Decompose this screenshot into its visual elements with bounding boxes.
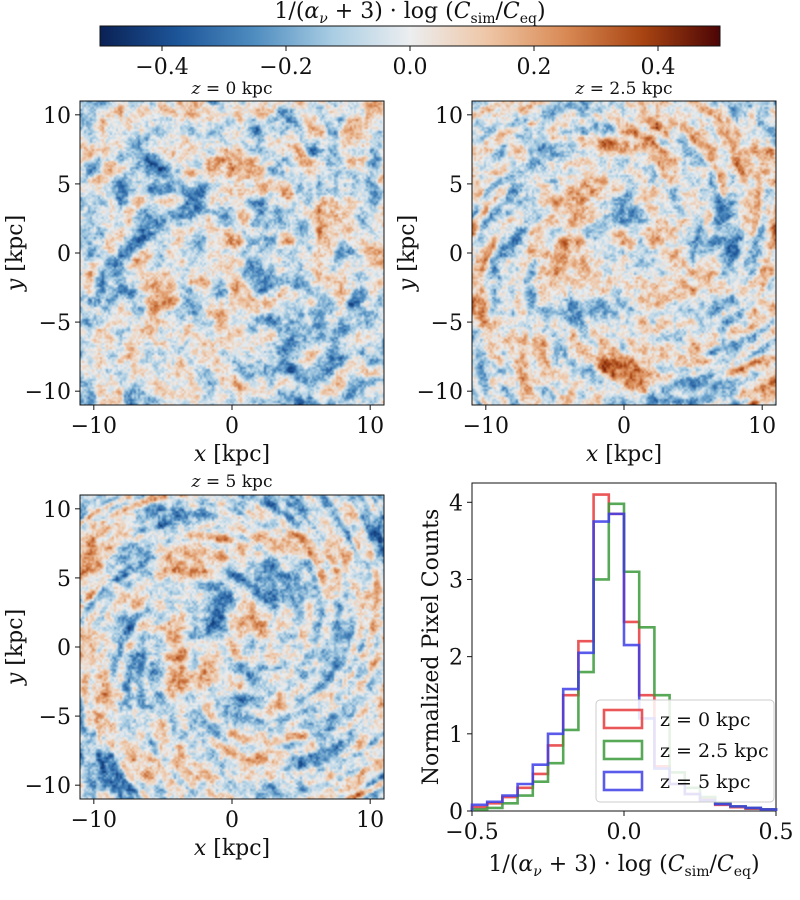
panel-z0: z = 0 kpc −10 0 10 10 5 0 −5 −10 x [kpc] y [kpc] — [3, 79, 385, 467]
panel-title: z = 5 kpc — [191, 472, 273, 492]
y-tick-label: −5 — [39, 705, 71, 730]
y-tick-label: −5 — [431, 311, 463, 336]
panel-z2-5: z = 2.5 kpc −10 0 10 10 5 0 −5 −10 x [kpc] y [kpc… — [395, 79, 777, 467]
y-tick-label: 10 — [435, 104, 463, 129]
x-axis-label: x [kpc] — [194, 442, 270, 467]
histogram-series — [470, 512, 778, 811]
y-tick-label: 2 — [449, 646, 463, 671]
legend-label: z = 2.5 kpc — [660, 740, 769, 762]
colorbar-label: 1/(αν + 3) · log (Csim/Ceq) — [274, 0, 545, 27]
histogram-xlabel: 1/(αν + 3) · log (Csim/Ceq) — [488, 852, 759, 880]
y-tick-label: −10 — [25, 380, 71, 405]
y-tick-label: 0 — [449, 242, 463, 267]
y-tick-label: 3 — [449, 568, 463, 593]
legend: z = 0 kpc z = 2.5 kpc z = 5 kpc — [595, 699, 775, 803]
y-tick-label: −10 — [417, 380, 463, 405]
panel-title: z = 0 kpc — [191, 79, 273, 99]
x-tick-label: 10 — [356, 414, 384, 439]
y-axis-label: y [kpc] — [3, 609, 28, 686]
y-tick-label: 10 — [43, 498, 71, 523]
colorbar-tick-label: 0.0 — [393, 55, 428, 80]
colorbar-tick-label: 0.4 — [641, 55, 676, 80]
y-tick-label: 0 — [57, 242, 71, 267]
x-tick-label: −10 — [463, 414, 509, 439]
heatmap-image — [80, 495, 384, 799]
x-tick-label: −10 — [71, 808, 117, 833]
panel-z5: z = 5 kpc −10 0 10 10 5 0 −5 −10 x [kpc] y [kpc] — [3, 472, 385, 861]
x-axis-label: x [kpc] — [586, 442, 662, 467]
colorbar-tick-label: 0.2 — [517, 55, 552, 80]
legend-label: z = 0 kpc — [660, 709, 750, 731]
y-axis-label: y [kpc] — [3, 215, 28, 292]
colorbar-tick-label: −0.2 — [259, 55, 312, 80]
legend-swatch — [602, 739, 644, 761]
x-tick-label: 0 — [617, 414, 631, 439]
legend-box — [595, 699, 775, 803]
legend-swatch — [602, 770, 644, 792]
x-tick-label: 0 — [225, 808, 239, 833]
heatmap-image — [80, 101, 384, 405]
panel-histogram: −0.5 0.0 0.5 0 1 2 3 4 1/(αν + 3) · log (Csim/C… — [419, 482, 794, 880]
colorbar: 1/(αν + 3) · log (Csim/Ceq) −0.4 −0.2 0.0 0… — [99, 0, 721, 80]
x-tick-label: 0 — [225, 414, 239, 439]
y-tick-label: −10 — [25, 774, 71, 799]
legend-swatch — [602, 708, 644, 730]
y-tick-label: 0 — [449, 800, 463, 825]
histogram-ylabel: Normalized Pixel Counts — [419, 509, 444, 786]
heatmap-image — [472, 101, 776, 405]
y-tick-label: 5 — [57, 173, 71, 198]
x-axis-label: x [kpc] — [194, 836, 270, 861]
colorbar-tick-label: −0.4 — [135, 55, 188, 80]
x-tick-label: 0.0 — [607, 820, 642, 845]
y-tick-label: −5 — [39, 311, 71, 336]
x-tick-label: 10 — [356, 808, 384, 833]
x-tick-label: −10 — [71, 414, 117, 439]
x-tick-label: −0.5 — [445, 820, 498, 845]
y-tick-label: 0 — [57, 636, 71, 661]
x-tick-label: 0.5 — [759, 820, 794, 845]
y-tick-label: 5 — [57, 567, 71, 592]
y-tick-label: 4 — [449, 491, 463, 516]
legend-label: z = 5 kpc — [660, 771, 750, 793]
y-tick-label: 10 — [43, 104, 71, 129]
panel-title: z = 2.5 kpc — [574, 79, 672, 99]
y-tick-label: 1 — [449, 723, 463, 748]
y-tick-label: 5 — [449, 173, 463, 198]
colorbar-gradient — [99, 25, 721, 47]
y-axis-label: y [kpc] — [395, 215, 420, 292]
x-tick-label: 10 — [748, 414, 776, 439]
